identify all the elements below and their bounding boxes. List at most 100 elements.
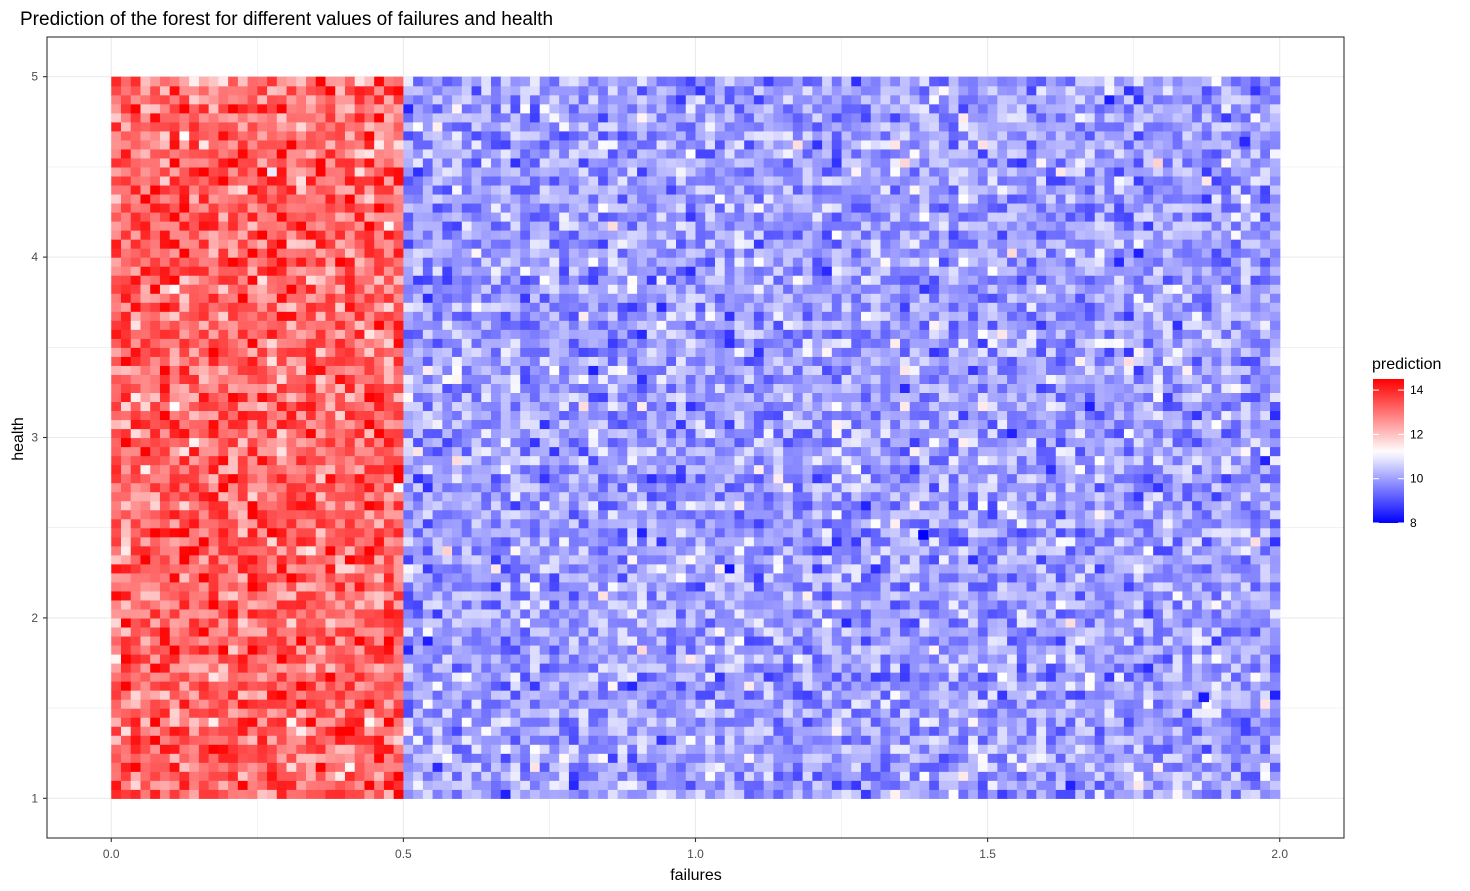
heatmap-cell [763,491,774,502]
heatmap-cell [607,789,619,799]
heatmap-cell [705,509,716,520]
heatmap-cell [851,455,862,466]
heatmap-cell [763,599,774,610]
heatmap-cell [938,708,950,718]
heatmap-cell [802,653,813,664]
heatmap-cell [1240,437,1252,448]
heatmap-cell [744,572,755,583]
heatmap-cell [1143,599,1154,610]
heatmap-cell [861,563,872,574]
heatmap-cell [159,681,171,691]
heatmap-cell [559,762,570,772]
heatmap-cell [792,726,804,736]
heatmap-cell [646,762,658,772]
heatmap-cell [1211,464,1222,475]
heatmap-cell [257,726,268,736]
heatmap-cell [607,753,619,763]
heatmap-cell [1007,717,1018,727]
heatmap-cell [169,428,181,439]
heatmap-cell [1143,581,1154,592]
heatmap-cell [559,500,570,511]
heatmap-cell [1162,762,1174,772]
heatmap-cell [403,681,414,691]
heatmap-cell [1143,437,1154,448]
heatmap-cell [1036,681,1047,691]
heatmap-cell [510,644,521,655]
heatmap-cell [403,735,414,745]
heatmap-cell [510,762,521,772]
heatmap-cell [627,473,638,484]
heatmap-cell [1084,708,1096,718]
heatmap-cell [150,672,161,682]
heatmap-cell [997,464,1008,475]
heatmap-cell [529,753,541,763]
heatmap-cell [1114,509,1125,520]
heatmap-cell [296,428,307,439]
heatmap-cell [977,681,989,691]
heatmap-cell [763,437,774,448]
heatmap-cell [753,464,765,475]
heatmap-cell [734,464,745,475]
heatmap-cell [617,428,628,439]
heatmap-cell [929,572,940,583]
heatmap-cell [403,617,414,628]
heatmap-cell [481,744,492,754]
heatmap-cell [1036,509,1047,520]
heatmap-cell [968,644,979,655]
heatmap-cell [344,708,356,718]
heatmap-cell [1250,762,1261,772]
heatmap-cell [588,473,599,484]
heatmap-cell [393,437,404,448]
heatmap-cell [607,509,619,520]
heatmap-cell [432,572,443,583]
heatmap-cell [1046,653,1057,664]
heatmap-cell [997,563,1008,574]
heatmap-cell [812,527,823,538]
heatmap-cell [189,491,200,502]
heatmap-cell [510,717,521,727]
heatmap-cell [714,482,726,493]
heatmap-cell [267,681,278,691]
heatmap-cell [763,663,774,673]
heatmap-cell [1192,717,1203,727]
heatmap-cell [354,681,366,691]
heatmap-cell [929,500,940,511]
heatmap-cell [247,590,258,601]
heatmap-cell [919,518,930,529]
heatmap-cell [529,590,541,601]
heatmap-cell [617,590,628,601]
heatmap-cell [598,626,609,637]
heatmap-cell [1231,455,1242,466]
heatmap-cell [724,491,736,502]
heatmap-cell [578,509,589,520]
heatmap-cell [1123,464,1135,475]
heatmap-cell [1172,500,1183,511]
heatmap-cell [1201,617,1213,628]
heatmap-cell [734,789,745,799]
heatmap-cell [1123,789,1135,799]
heatmap-cell [140,491,151,502]
heatmap-cell [520,681,531,691]
heatmap-cell [432,653,443,664]
heatmap-cell [1240,726,1252,736]
heatmap-cell [929,599,940,610]
heatmap-cell [491,536,502,547]
heatmap-cell [1153,428,1164,439]
heatmap-cell [705,554,716,565]
heatmap-cell [753,672,765,682]
heatmap-cell [977,753,989,763]
heatmap-cell [393,762,404,772]
heatmap-cell [1104,735,1115,745]
heatmap-cell [977,527,989,538]
heatmap-cell [237,663,249,673]
heatmap-cell [773,527,784,538]
heatmap-cell [383,717,395,727]
heatmap-cell [1065,617,1076,628]
heatmap-cell [997,681,1008,691]
heatmap-cell [783,672,794,682]
heatmap-cell [997,527,1008,538]
heatmap-cell [685,527,697,538]
heatmap-cell [1182,708,1193,718]
heatmap-cell [812,744,823,754]
heatmap-cell [179,527,190,538]
